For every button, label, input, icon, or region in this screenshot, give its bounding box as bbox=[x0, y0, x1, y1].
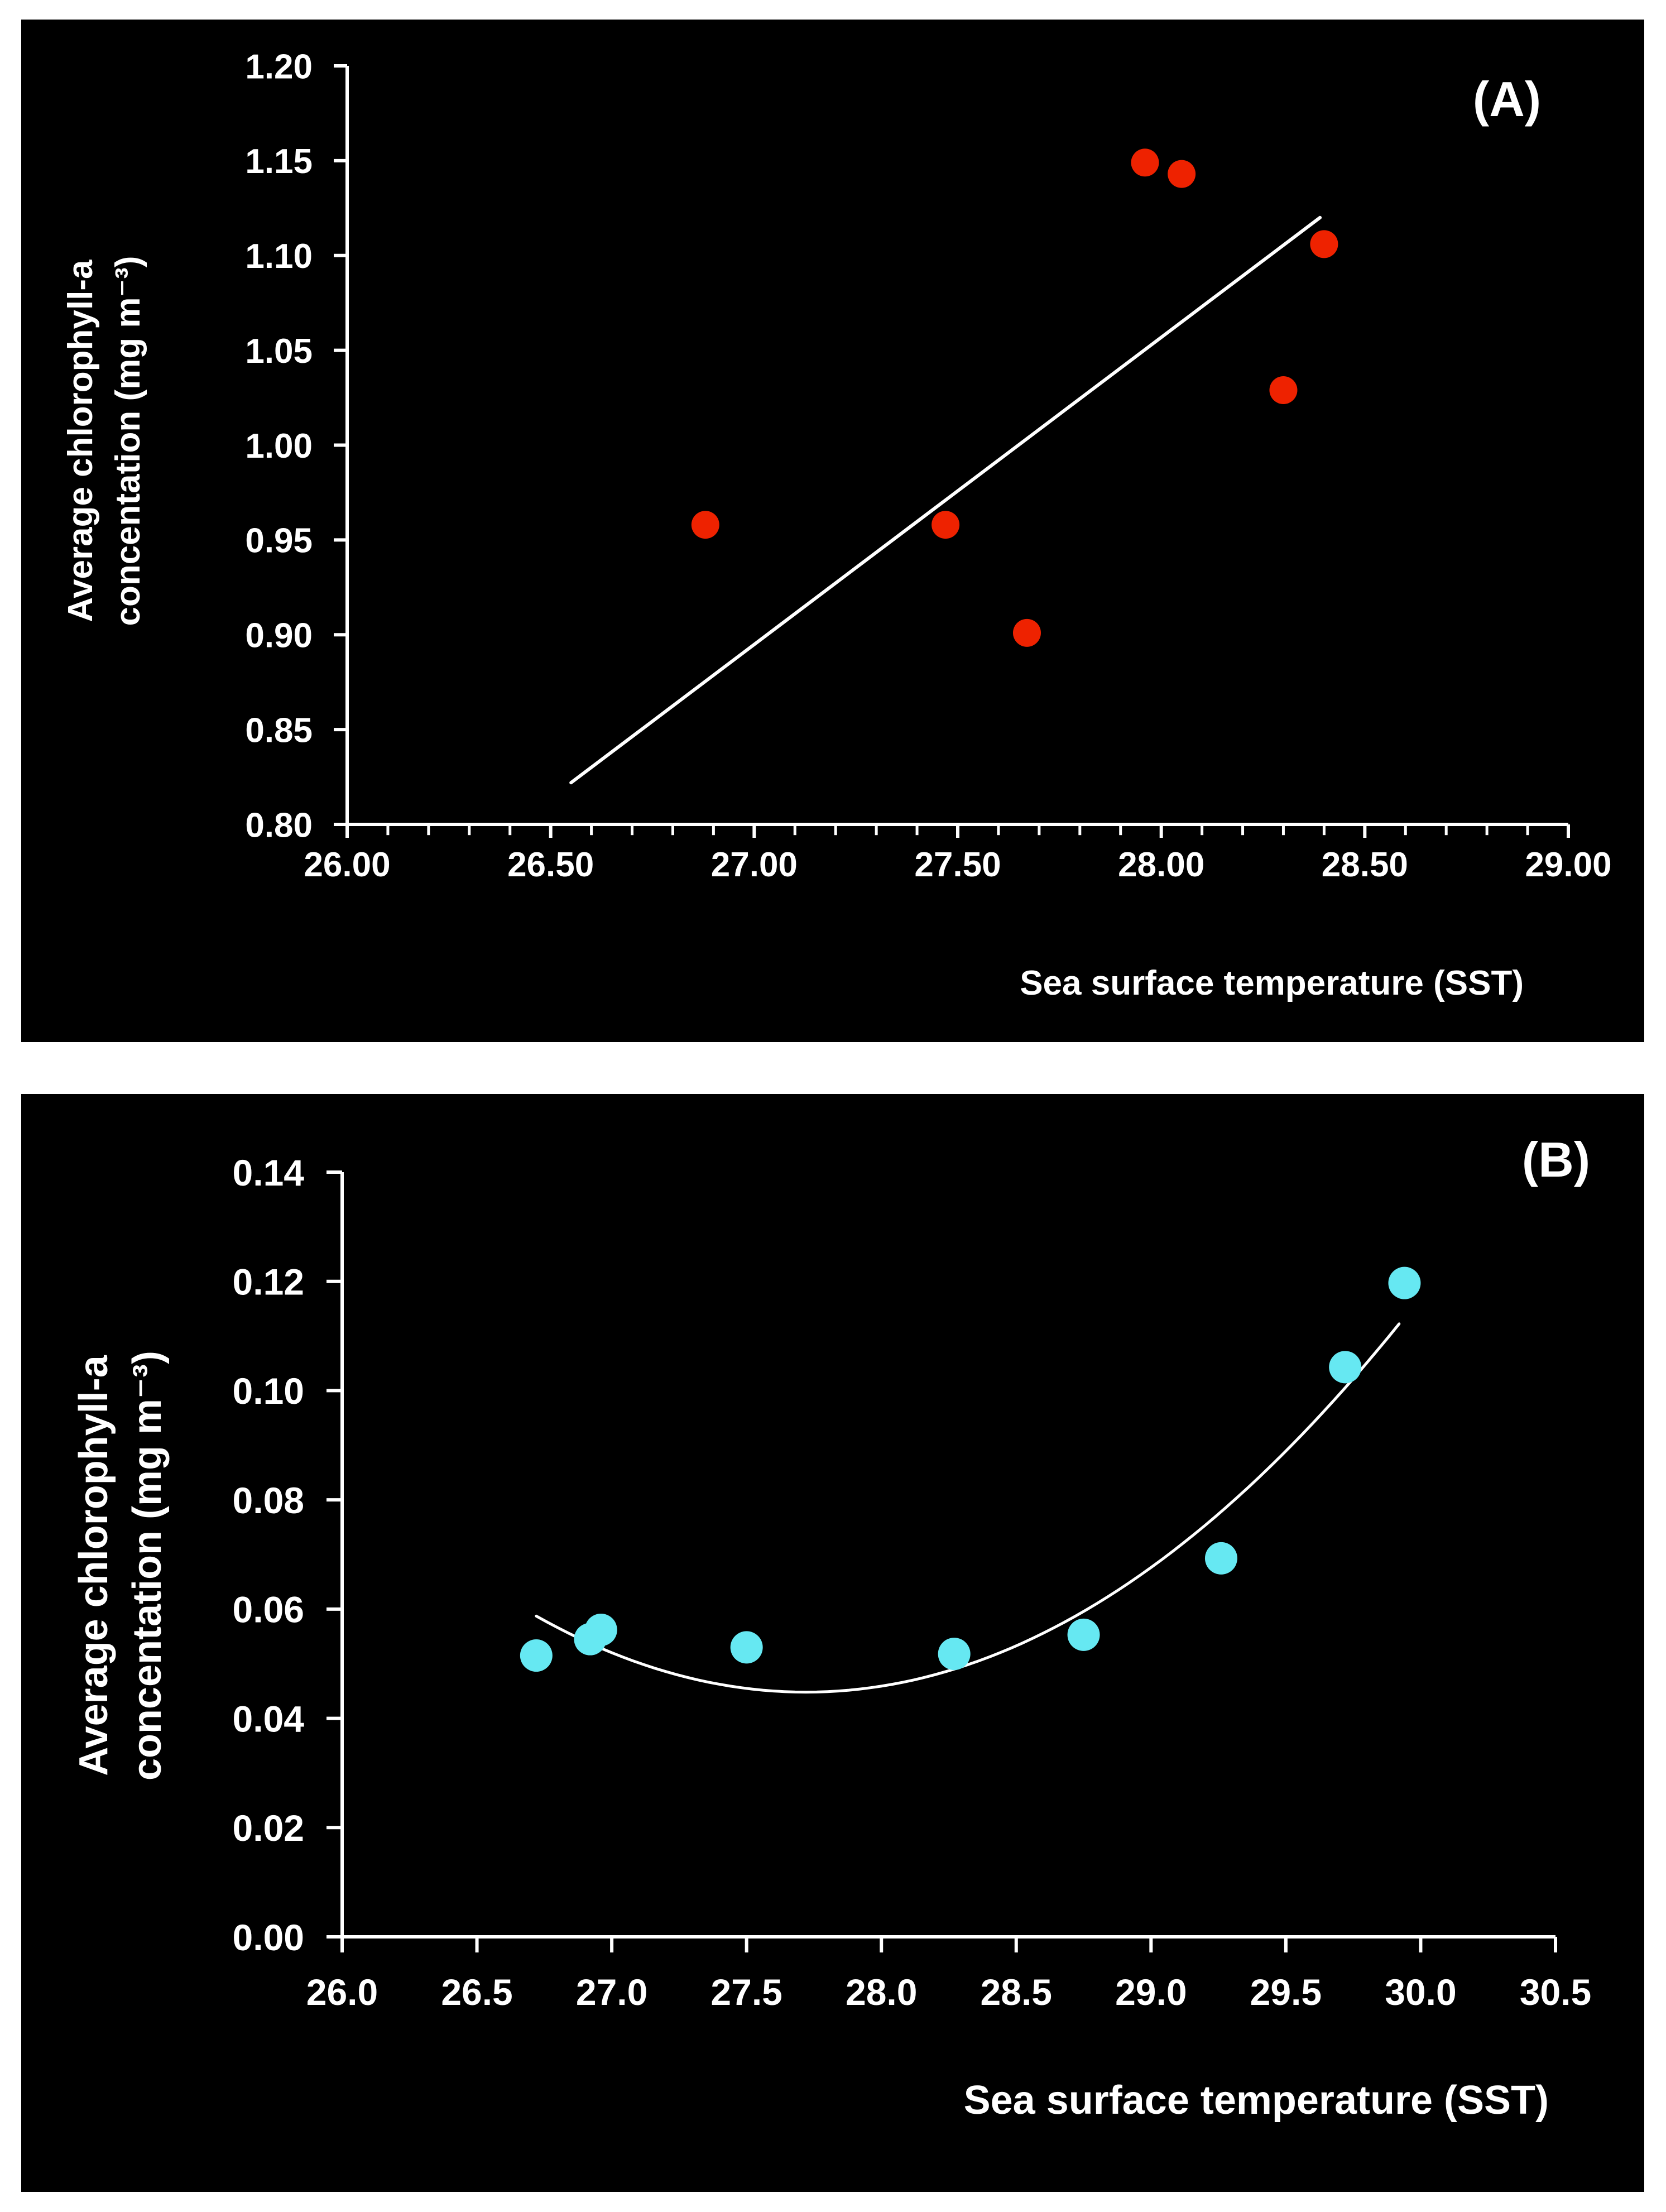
panel-b-x-tick-label: 28.0 bbox=[846, 1971, 917, 2013]
panel-b-x-tick-label: 29.5 bbox=[1250, 1971, 1322, 2013]
panel-a-y-axis-title-line1: Average chlorophyll-a bbox=[61, 260, 100, 622]
panel-a-y-tick-label: 1.20 bbox=[245, 47, 313, 86]
panel-b-data-point bbox=[1388, 1266, 1421, 1299]
panel-b-y-axis-title-line2: concentation (mg m⁻³) bbox=[125, 1351, 170, 1781]
panel-a-x-tick-label: 27.50 bbox=[914, 846, 1001, 884]
panel-a-data-point bbox=[1131, 148, 1159, 177]
panel-b-x-tick-label: 26.5 bbox=[441, 1971, 512, 2013]
panel-a-data-point bbox=[932, 511, 960, 539]
panel-a-x-tick-label: 26.00 bbox=[304, 846, 390, 884]
panel-a-y-tick-label: 0.95 bbox=[245, 522, 313, 560]
panel-b-x-tick-label: 30.0 bbox=[1385, 1971, 1456, 2013]
panel-b-data-point bbox=[584, 1614, 617, 1647]
panel-a-x-tick-label: 28.00 bbox=[1118, 846, 1204, 884]
panel-a-data-point bbox=[691, 511, 719, 539]
panel-a-x-tick-label: 27.00 bbox=[711, 846, 798, 884]
panel-b-y-tick-label: 0.08 bbox=[233, 1480, 304, 1521]
panel-b-trend-curve bbox=[535, 1322, 1401, 1694]
panel-a-x-tick-label: 28.50 bbox=[1322, 846, 1408, 884]
panel-b-x-tick-label: 27.0 bbox=[576, 1971, 647, 2013]
panel-a-data-point bbox=[1310, 230, 1338, 258]
panel-a-y-tick-label: 1.05 bbox=[245, 332, 313, 371]
panel-a-y-axis-title-line2: concentation (mg m⁻³) bbox=[109, 256, 147, 626]
panel-a-chart: 0.80 0.85 0.90 0.95 1.00 1.05 1.10 1.15 1.20 26.0… bbox=[21, 20, 1644, 1042]
panel-b-background bbox=[21, 1094, 1644, 2192]
panel-a-x-axis-title: Sea surface temperature (SST) bbox=[1020, 964, 1524, 1002]
panel-b-x-tick-label: 29.0 bbox=[1115, 1971, 1187, 2013]
panel-b-y-tick-label: 0.14 bbox=[233, 1152, 305, 1193]
panel-b-data-point bbox=[1067, 1618, 1100, 1651]
panel-b-chart: 0.00 0.02 0.04 0.06 0.08 0.10 0.12 0.14 26.0 26.5… bbox=[21, 1094, 1644, 2192]
panel-b-data-point bbox=[1329, 1351, 1362, 1384]
panel-a-x-tick-label: 29.00 bbox=[1525, 846, 1611, 884]
panel-a-data-point bbox=[1269, 376, 1298, 404]
panel-b-y-tick-label: 0.02 bbox=[233, 1807, 304, 1849]
panel-b-x-tick-label: 30.5 bbox=[1520, 1971, 1591, 2013]
panel-b-data-point bbox=[938, 1638, 971, 1671]
panel-a-y-tick-label: 1.15 bbox=[245, 142, 313, 181]
panel-b-x-axis-title: Sea surface temperature (SST) bbox=[964, 2078, 1549, 2123]
panel-b-data-point bbox=[520, 1639, 553, 1672]
panel-a-y-tick-label: 1.10 bbox=[245, 237, 313, 276]
panel-a-y-tick-label: 0.85 bbox=[245, 711, 313, 750]
panel-b-y-axis-title-line1: Average chlorophyll-a bbox=[71, 1355, 116, 1776]
panel-a-label: (A) bbox=[1473, 71, 1541, 127]
panel-b-y-tick-label: 0.12 bbox=[233, 1261, 304, 1302]
panel-a-data-point bbox=[1168, 160, 1196, 188]
panel-b-data-point bbox=[730, 1631, 763, 1664]
panel-b-y-tick-label: 0.06 bbox=[233, 1589, 304, 1630]
panel-b-y-tick-label: 0.00 bbox=[233, 1917, 304, 1958]
panel-b-data-point bbox=[1204, 1542, 1237, 1575]
panel-b-y-tick-label: 0.04 bbox=[233, 1698, 305, 1739]
panel-a-data-point bbox=[1012, 618, 1041, 647]
panel-b-x-tick-label: 27.5 bbox=[710, 1971, 782, 2013]
panel-a-trend-line bbox=[569, 215, 1322, 785]
panel-a-y-tick-label: 0.80 bbox=[245, 806, 313, 845]
panel-a-x-tick-label: 26.50 bbox=[507, 846, 594, 884]
panel-a-background bbox=[21, 20, 1644, 1042]
panel-b-x-tick-label: 28.5 bbox=[981, 1971, 1052, 2013]
panel-b-x-tick-label: 26.0 bbox=[306, 1971, 378, 2013]
panel-b-label: (B) bbox=[1522, 1132, 1590, 1187]
panel-a-y-tick-label: 0.90 bbox=[245, 617, 313, 655]
panel-a-y-tick-label: 1.00 bbox=[245, 427, 313, 466]
panel-b-y-tick-label: 0.10 bbox=[233, 1370, 304, 1412]
